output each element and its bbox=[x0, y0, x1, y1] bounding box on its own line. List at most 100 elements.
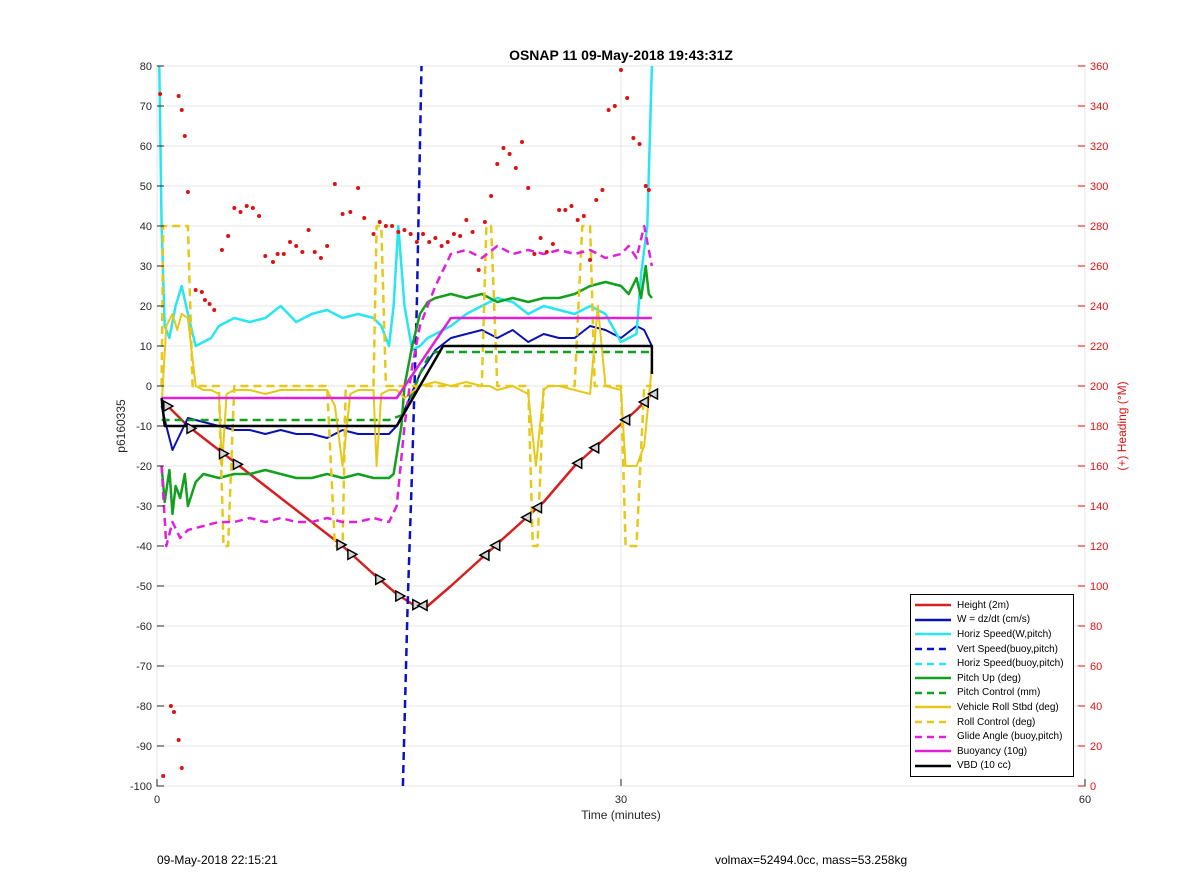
legend-swatch bbox=[915, 691, 951, 695]
y-tick-label: -70 bbox=[136, 661, 152, 673]
height-marker bbox=[336, 538, 348, 552]
heading-point bbox=[513, 166, 518, 170]
heading-point bbox=[575, 218, 580, 222]
heading-point bbox=[202, 298, 207, 302]
height-marker bbox=[619, 413, 631, 427]
footer-date: 09-May-2018 22:15:21 bbox=[157, 853, 278, 867]
heading-point bbox=[439, 244, 444, 248]
legend-item: Height (2m) bbox=[911, 598, 1073, 613]
x-tick-label: 0 bbox=[154, 794, 160, 806]
heading-point bbox=[396, 230, 401, 234]
heading-point bbox=[507, 152, 512, 156]
y2-tick-label: 20 bbox=[1090, 741, 1102, 753]
y2-tick-label: 40 bbox=[1090, 701, 1102, 713]
heading-point bbox=[168, 704, 173, 708]
heading-point bbox=[445, 240, 450, 244]
heading-point bbox=[383, 224, 388, 228]
heading-point bbox=[212, 308, 217, 312]
heading-point bbox=[325, 244, 330, 248]
y-tick-label: 40 bbox=[140, 221, 152, 233]
heading-point bbox=[312, 250, 317, 254]
x-tick-label: 60 bbox=[1079, 794, 1091, 806]
heading-point bbox=[185, 190, 190, 194]
height-markers-layer bbox=[163, 387, 659, 612]
heading-point bbox=[600, 188, 605, 192]
legend-swatch bbox=[915, 706, 951, 709]
height-marker bbox=[347, 548, 359, 561]
x-axis-label: Time (minutes) bbox=[581, 808, 661, 822]
heading-point bbox=[176, 94, 181, 98]
y-tick-label: -20 bbox=[136, 461, 152, 473]
series-line bbox=[160, 224, 654, 548]
heading-point bbox=[495, 162, 500, 166]
heading-point bbox=[402, 228, 407, 232]
heading-points-layer bbox=[158, 68, 651, 778]
heading-point bbox=[482, 220, 487, 224]
series-line bbox=[161, 350, 652, 422]
legend-label: W = dz/dt (cm/s) bbox=[957, 614, 1031, 626]
series-line bbox=[401, 65, 423, 787]
height-marker bbox=[395, 589, 407, 603]
heading-point bbox=[179, 108, 184, 112]
heading-point bbox=[643, 184, 648, 188]
heading-point bbox=[207, 302, 212, 306]
heading-point bbox=[275, 252, 280, 256]
legend-swatch bbox=[915, 662, 951, 665]
y2-axis-label: (+) Heading (°M) bbox=[1115, 381, 1129, 470]
legend-swatch bbox=[915, 764, 951, 768]
heading-point bbox=[557, 208, 562, 212]
heading-point bbox=[631, 136, 636, 140]
heading-point bbox=[581, 214, 586, 218]
y-tick-label: 20 bbox=[140, 301, 152, 313]
heading-point bbox=[646, 188, 651, 192]
heading-point bbox=[179, 766, 184, 770]
y-tick-label: 60 bbox=[140, 141, 152, 153]
y-tick-label: 0 bbox=[146, 381, 152, 393]
series-line bbox=[160, 224, 652, 548]
heading-point bbox=[588, 258, 593, 262]
y2-tick-label: 200 bbox=[1090, 381, 1108, 393]
heading-point bbox=[257, 214, 262, 218]
heading-point bbox=[550, 242, 555, 246]
heading-point bbox=[238, 210, 243, 214]
legend-swatch bbox=[915, 749, 951, 753]
y2-tick-label: 340 bbox=[1090, 101, 1108, 113]
heading-point bbox=[414, 240, 419, 244]
heading-point bbox=[362, 216, 367, 220]
heading-point bbox=[176, 738, 181, 742]
legend-item: Glide Angle (buoy,pitch) bbox=[911, 729, 1073, 744]
heading-point bbox=[193, 288, 198, 292]
legend-swatch bbox=[915, 633, 951, 636]
y-tick-label: 30 bbox=[140, 261, 152, 273]
heading-point bbox=[458, 234, 463, 238]
heading-point bbox=[619, 68, 623, 72]
height-marker bbox=[478, 548, 490, 562]
heading-point bbox=[377, 220, 382, 224]
heading-point bbox=[421, 232, 426, 236]
legend-item: Pitch Control (mm) bbox=[911, 686, 1073, 701]
y2-tick-label: 60 bbox=[1090, 661, 1102, 673]
heading-point bbox=[263, 254, 268, 258]
heading-point bbox=[161, 774, 166, 778]
y-tick-label: 80 bbox=[140, 61, 152, 73]
heading-point bbox=[288, 240, 293, 244]
heading-point bbox=[612, 104, 617, 108]
legend-label: Glide Angle (buoy,pitch) bbox=[957, 731, 1063, 743]
y-tick-label: -10 bbox=[136, 421, 152, 433]
y-tick-label: -40 bbox=[136, 541, 152, 553]
heading-point bbox=[538, 236, 543, 240]
legend-label: Vert Speed(buoy,pitch) bbox=[957, 643, 1058, 655]
series-line bbox=[160, 264, 653, 516]
y-tick-label: -60 bbox=[136, 621, 152, 633]
heading-point bbox=[348, 210, 353, 214]
heading-point bbox=[544, 250, 549, 254]
legend-item: Buoyancy (10g) bbox=[911, 744, 1073, 759]
legend-item: Vert Speed(buoy,pitch) bbox=[911, 642, 1073, 657]
heading-point bbox=[182, 134, 187, 138]
legend-item: Roll Control (deg) bbox=[911, 715, 1073, 730]
legend-label: Pitch Control (mm) bbox=[957, 687, 1041, 699]
height-marker bbox=[163, 399, 175, 413]
chart-legend: Height (2m) W = dz/dt (cm/s) Horiz Speed(W… bbox=[910, 594, 1074, 778]
heading-point bbox=[219, 248, 224, 252]
heading-point bbox=[464, 218, 469, 222]
